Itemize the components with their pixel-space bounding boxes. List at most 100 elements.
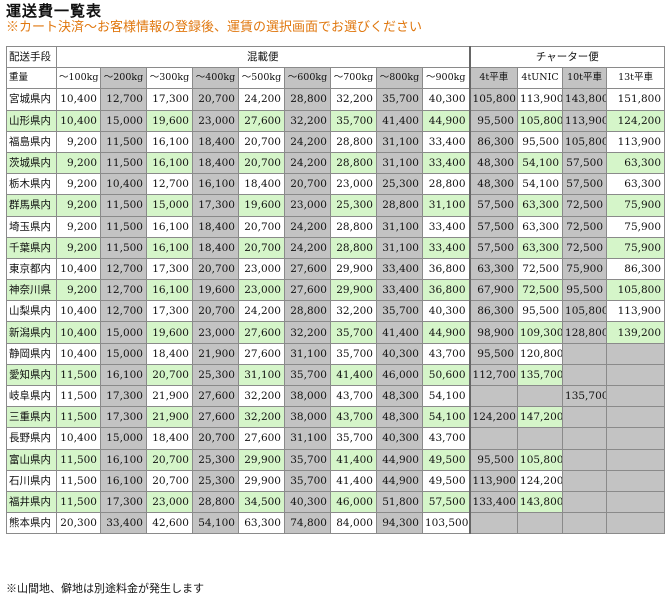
charter-fee-cell: 95,500 xyxy=(517,300,564,323)
fee-cell: 21,900 xyxy=(146,406,193,429)
fee-cell: 34,500 xyxy=(238,490,285,514)
fee-cell: 44,900 xyxy=(376,469,423,492)
fee-cell: 54,100 xyxy=(421,406,471,429)
fee-cell: 20,700 xyxy=(192,257,239,281)
fee-cell: 11,500 xyxy=(100,130,147,153)
fee-cell: 18,400 xyxy=(192,236,239,259)
fee-cell: 23,000 xyxy=(284,194,331,217)
fee-cell: 24,200 xyxy=(284,151,331,175)
charter-fee-cell: 72,500 xyxy=(562,194,608,217)
fee-cell: 15,000 xyxy=(100,109,147,132)
fee-cell: 74,800 xyxy=(284,512,331,535)
fee-cell: 44,900 xyxy=(421,109,471,132)
fee-cell: 32,200 xyxy=(284,321,331,344)
weight-label: 重量 xyxy=(6,67,57,90)
header-row-method: 配送手段 混載便 チャーター便 xyxy=(6,45,666,69)
fee-cell: 18,400 xyxy=(146,342,193,365)
charter-fee-cell: 105,800 xyxy=(562,300,608,323)
prefecture-cell: 福島県内 xyxy=(6,130,57,153)
charter-fee-cell xyxy=(606,342,666,365)
fee-cell: 51,800 xyxy=(376,490,423,514)
table-row: 埼玉県内 9,200 11,500 16,100 18,400 20,700 24,200 2… xyxy=(6,215,666,238)
charter-fee-cell: 86,300 xyxy=(468,300,519,323)
charter-fee-cell: 95,500 xyxy=(468,342,519,365)
weight-col-header: ～800kg xyxy=(376,67,423,90)
table-row: 茨城県内 9,200 11,500 16,100 18,400 20,700 24,200 2… xyxy=(6,151,666,175)
prefecture-cell: 神奈川県 xyxy=(6,279,57,302)
charter-fee-cell: 48,300 xyxy=(468,173,519,196)
fee-cell: 33,400 xyxy=(421,215,471,238)
weight-col-header: ～200kg xyxy=(100,67,147,90)
fee-cell: 11,500 xyxy=(56,448,101,471)
charter-fee-cell: 95,500 xyxy=(468,448,519,471)
fee-cell: 23,000 xyxy=(330,173,377,196)
fee-cell: 28,800 xyxy=(330,236,377,259)
charter-fee-cell xyxy=(562,512,608,535)
fee-cell: 11,500 xyxy=(56,363,101,387)
truck-col-header: 4tUNIC xyxy=(517,67,564,90)
consolidated-label: 混載便 xyxy=(55,45,471,69)
fee-cell: 20,300 xyxy=(56,512,101,535)
fee-cell: 16,100 xyxy=(146,151,193,175)
fee-cell: 23,000 xyxy=(192,321,239,344)
fee-cell: 15,000 xyxy=(146,194,193,217)
fee-cell: 9,200 xyxy=(56,215,101,238)
footnote: ※山間地、僻地は別途料金が発生します xyxy=(6,582,204,595)
fee-cell: 40,300 xyxy=(376,427,423,450)
fee-cell: 18,400 xyxy=(192,130,239,153)
charter-label: チャーター便 xyxy=(468,45,666,69)
fee-cell: 31,100 xyxy=(421,194,471,217)
fee-cell: 25,300 xyxy=(192,448,239,471)
fee-cell: 15,000 xyxy=(100,321,147,344)
table-row: 長野県内 10,400 15,000 18,400 20,700 27,600 31,100… xyxy=(6,427,666,450)
fee-cell: 27,600 xyxy=(238,321,285,344)
weight-col-header: ～600kg xyxy=(284,67,331,90)
fee-cell: 27,600 xyxy=(284,279,331,302)
table-row: 新潟県内 10,400 15,000 19,600 23,000 27,600 32,200… xyxy=(6,321,666,344)
charter-fee-cell xyxy=(562,406,608,429)
fee-cell: 21,900 xyxy=(192,342,239,365)
fee-cell: 20,700 xyxy=(146,469,193,492)
fee-cell: 35,700 xyxy=(376,300,423,323)
charter-fee-cell xyxy=(468,427,519,450)
table-row: 静岡県内 10,400 15,000 18,400 21,900 27,600 31,100… xyxy=(6,342,666,365)
charter-fee-cell xyxy=(517,384,564,408)
method-label: 配送手段 xyxy=(6,45,57,69)
fee-cell: 84,000 xyxy=(330,512,377,535)
charter-fee-cell: 105,800 xyxy=(517,448,564,471)
truck-col-header: 4t平車 xyxy=(468,67,519,90)
charter-fee-cell xyxy=(606,406,666,429)
fee-cell: 16,100 xyxy=(146,236,193,259)
prefecture-cell: 宮城県内 xyxy=(6,88,57,111)
charter-fee-cell xyxy=(606,448,666,471)
prefecture-cell: 愛知県内 xyxy=(6,363,57,387)
fee-cell: 35,700 xyxy=(330,427,377,450)
prefecture-cell: 山梨県内 xyxy=(6,300,57,323)
prefecture-cell: 石川県内 xyxy=(6,469,57,492)
fee-cell: 40,300 xyxy=(376,342,423,365)
charter-fee-cell: 57,500 xyxy=(562,151,608,175)
fee-cell: 28,800 xyxy=(421,173,471,196)
charter-fee-cell xyxy=(606,384,666,408)
fee-cell: 40,300 xyxy=(421,300,471,323)
fee-cell: 31,100 xyxy=(284,427,331,450)
charter-fee-cell xyxy=(606,469,666,492)
charter-fee-cell xyxy=(517,512,564,535)
table-row: 山形県内 10,400 15,000 19,600 23,000 27,600 32,200… xyxy=(6,109,666,132)
fee-cell: 11,500 xyxy=(100,215,147,238)
fee-cell: 16,100 xyxy=(146,130,193,153)
fee-cell: 16,100 xyxy=(146,215,193,238)
fee-cell: 43,700 xyxy=(330,384,377,408)
table-row: 千葉県内 9,200 11,500 16,100 18,400 20,700 24,200 2… xyxy=(6,236,666,259)
fee-cell: 24,200 xyxy=(238,300,285,323)
charter-fee-cell: 57,500 xyxy=(468,236,519,259)
fee-cell: 9,200 xyxy=(56,279,101,302)
fee-cell: 44,900 xyxy=(421,321,471,344)
weight-col-header: ～100kg xyxy=(56,67,101,90)
prefecture-cell: 熊本県内 xyxy=(6,512,57,535)
fee-cell: 38,000 xyxy=(284,406,331,429)
fee-cell: 17,300 xyxy=(146,88,193,111)
fee-cell: 12,700 xyxy=(100,300,147,323)
fee-cell: 9,200 xyxy=(56,130,101,153)
